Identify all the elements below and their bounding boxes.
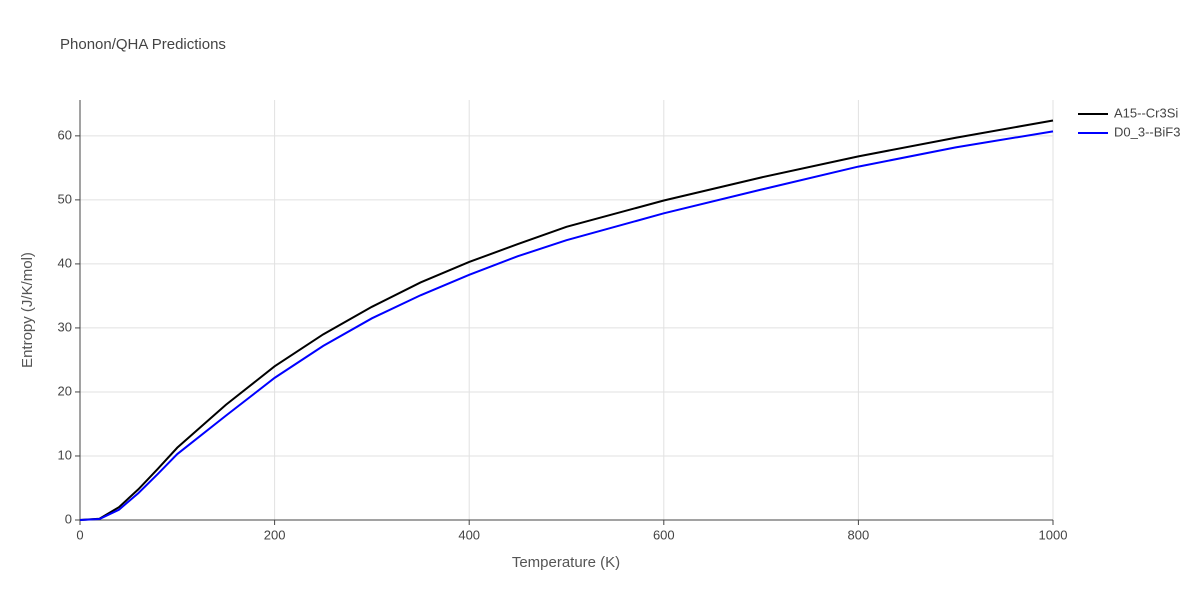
x-tick-label: 400 [458,527,480,542]
x-tick-label: 200 [264,527,286,542]
y-tick-label: 50 [58,191,72,206]
y-tick-label: 30 [58,319,72,334]
y-tick-label: 0 [65,511,72,526]
legend-label: D0_3--BiF3 [1114,124,1180,139]
chart-title: Phonon/QHA Predictions [60,36,226,53]
y-tick-label: 40 [58,255,72,270]
line-series [79,130,1054,521]
x-tick-label: 600 [653,527,675,542]
legend-label: A15--Cr3Si [1114,105,1178,120]
x-tick-label: 1000 [1039,527,1068,542]
x-tick-label: 0 [76,527,83,542]
y-tick-label: 20 [58,383,72,398]
x-tick-label: 800 [848,527,870,542]
y-tick-label: 60 [58,127,72,142]
y-tick-label: 10 [58,447,72,462]
y-axis-title: Entropy (J/K/mol) [19,252,36,368]
x-axis-title: Temperature (K) [512,554,620,571]
line-series [79,119,1054,521]
